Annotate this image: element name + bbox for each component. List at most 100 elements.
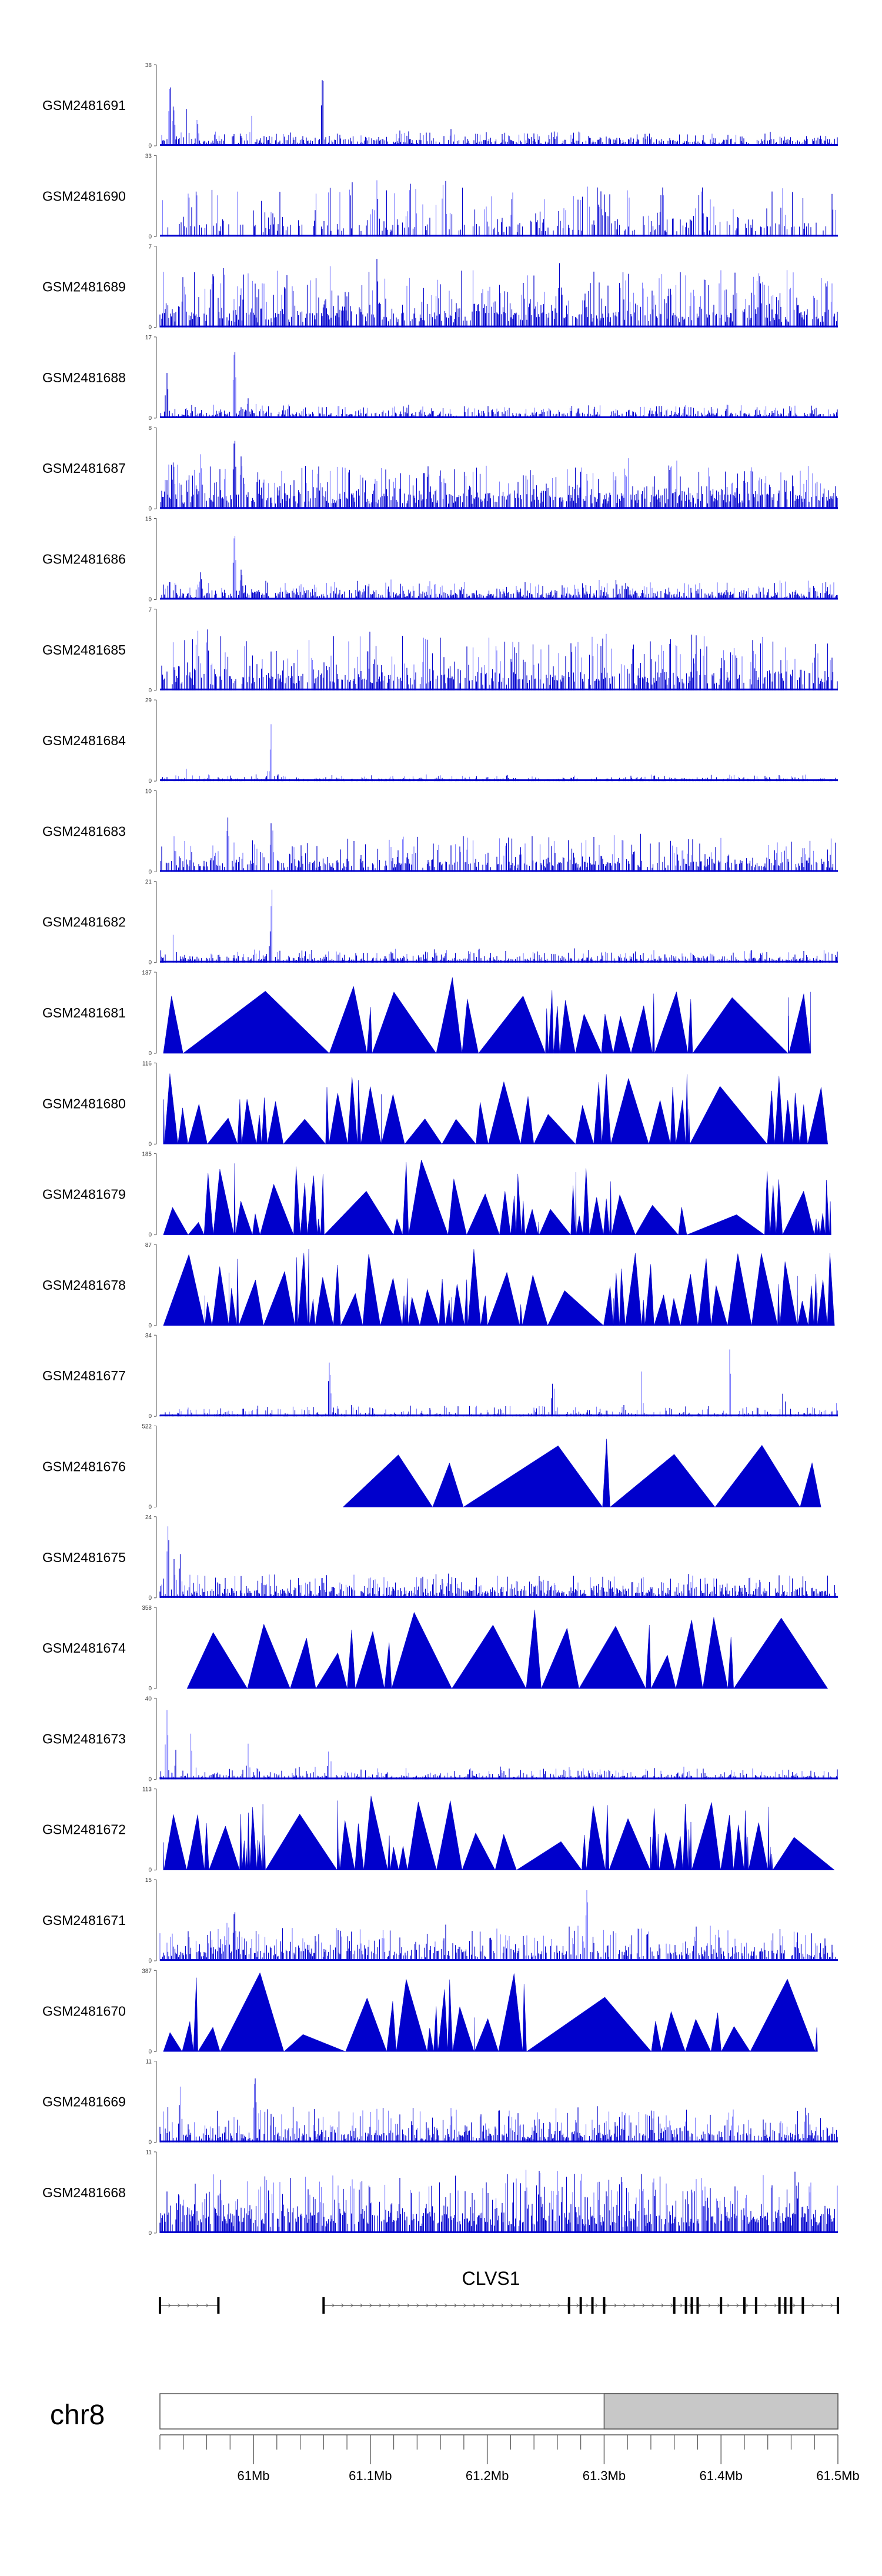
track-label: GSM2481675 bbox=[42, 1550, 126, 1565]
track-ymax-label: 358 bbox=[142, 1605, 152, 1611]
gene-strand-arrow bbox=[407, 2303, 410, 2308]
track-signal-area bbox=[163, 1159, 831, 1235]
track-ymin-label: 0 bbox=[148, 960, 152, 966]
gene-strand-arrow bbox=[196, 2303, 199, 2308]
gene-exon bbox=[690, 2297, 693, 2314]
track-baseline bbox=[160, 779, 838, 782]
track-label: GSM2481686 bbox=[42, 552, 126, 567]
gene-strand-arrow bbox=[520, 2303, 523, 2308]
gene-strand-arrow bbox=[764, 2303, 768, 2308]
gene-exon bbox=[684, 2297, 687, 2314]
gene-strand-arrow bbox=[727, 2303, 730, 2308]
track-label: GSM2481690 bbox=[42, 188, 126, 203]
gene-strand-arrow bbox=[793, 2303, 796, 2308]
track-signal-bars-light bbox=[161, 1526, 790, 1598]
track-GSM2481688: GSM2481688 17 0 bbox=[42, 335, 838, 422]
gene-strand-arrow bbox=[205, 2303, 209, 2308]
track-ymax-label: 137 bbox=[142, 970, 152, 976]
track-baseline bbox=[160, 416, 838, 418]
gene-strand-arrow bbox=[670, 2303, 674, 2308]
gene-strand-arrow bbox=[379, 2303, 382, 2308]
track-label: GSM2481688 bbox=[42, 370, 126, 385]
track-label: GSM2481679 bbox=[42, 1187, 126, 1202]
genomic-axis: 61Mb 61.1Mb 61.2Mb 61.3Mb 61.4Mb 61.5Mb bbox=[159, 2434, 860, 2483]
track-ymax-label: 38 bbox=[145, 62, 152, 69]
track-label: GSM2481672 bbox=[42, 1822, 126, 1837]
track-GSM2481689: GSM2481689 7 0 bbox=[42, 244, 838, 331]
track-signal-bars-light bbox=[169, 1349, 837, 1417]
track-ymin-label: 0 bbox=[148, 1595, 152, 1601]
track-signal-bars-light bbox=[161, 88, 737, 146]
track-GSM2481671: GSM2481671 15 0 bbox=[42, 1877, 838, 1964]
track-signal-bars bbox=[159, 2171, 836, 2233]
track-GSM2481670: GSM2481670 387 0 bbox=[42, 1968, 818, 2055]
track-GSM2481680: GSM2481680 116 0 bbox=[42, 1060, 828, 1147]
track-ymin-label: 0 bbox=[148, 2230, 152, 2237]
gene-strand-arrow bbox=[341, 2303, 345, 2308]
gene-exon bbox=[579, 2297, 582, 2314]
track-baseline bbox=[160, 960, 838, 963]
track-ymin-label: 0 bbox=[148, 1776, 152, 1783]
track-ymin-label: 0 bbox=[148, 1232, 152, 1239]
gene-strand-arrow bbox=[736, 2303, 740, 2308]
genomic-tick-label: 61Mb bbox=[238, 2468, 270, 2483]
track-signal-area bbox=[163, 977, 811, 1054]
signal-tracks: GSM2481691380GSM2481690330GSM248168970GS… bbox=[42, 62, 838, 2237]
genomic-tick-label: 61.1Mb bbox=[349, 2468, 392, 2483]
track-baseline bbox=[160, 1959, 838, 1961]
track-label: GSM2481687 bbox=[42, 461, 126, 476]
track-ymax-label: 29 bbox=[145, 698, 152, 704]
track-GSM2481681: GSM2481681 137 0 bbox=[42, 970, 811, 1057]
gene-strand-arrow bbox=[557, 2303, 561, 2308]
chromosome-label: chr8 bbox=[50, 2400, 105, 2431]
track-ymax-label: 387 bbox=[142, 1968, 152, 1974]
gene-strand-arrow bbox=[397, 2303, 401, 2308]
track-ymin-label: 0 bbox=[148, 1050, 152, 1057]
gene-exon bbox=[801, 2297, 804, 2314]
track-signal-bars bbox=[159, 1750, 838, 1780]
gene-strand-arrow bbox=[708, 2303, 711, 2308]
track-GSM2481683: GSM2481683 10 0 bbox=[42, 788, 838, 875]
track-ymax-label: 185 bbox=[142, 1152, 152, 1158]
track-signal-bars-light bbox=[172, 889, 829, 963]
gene-strand-arrow bbox=[360, 2303, 363, 2308]
track-label: GSM2481678 bbox=[42, 1277, 126, 1293]
gene-strand-arrow bbox=[595, 2303, 599, 2308]
gene-exon bbox=[754, 2297, 757, 2314]
gene-strand-arrow bbox=[454, 2303, 457, 2308]
track-baseline bbox=[160, 144, 838, 146]
gene-strand-arrow bbox=[539, 2303, 542, 2308]
gene-strand-arrow bbox=[482, 2303, 486, 2308]
gene-exon bbox=[591, 2297, 594, 2314]
gene-strand-arrow bbox=[548, 2303, 552, 2308]
gene-strand-arrow bbox=[604, 2303, 608, 2308]
track-signal-bars bbox=[159, 259, 838, 328]
gene-strand-arrow bbox=[652, 2303, 655, 2308]
track-ymax-label: 21 bbox=[145, 879, 152, 886]
track-label: GSM2481674 bbox=[42, 1640, 126, 1656]
genomic-tick-label: 61.5Mb bbox=[816, 2468, 859, 2483]
gene-strand-arrow bbox=[332, 2303, 335, 2308]
track-GSM2481672: GSM2481672 113 0 bbox=[42, 1787, 835, 1874]
track-ymin-label: 0 bbox=[148, 1686, 152, 1692]
track-signal-bars bbox=[160, 931, 838, 963]
gene-strand-arrow bbox=[642, 2303, 646, 2308]
gene-strand-arrow bbox=[746, 2303, 749, 2308]
track-ymin-label: 0 bbox=[148, 2048, 152, 2055]
track-ymax-label: 33 bbox=[145, 153, 152, 159]
track-GSM2481682: GSM2481682 21 0 bbox=[42, 879, 838, 966]
track-ymin-label: 0 bbox=[148, 2140, 152, 2146]
gene-strand-arrow bbox=[186, 2303, 190, 2308]
track-label: GSM2481681 bbox=[42, 1005, 126, 1020]
track-ymax-label: 116 bbox=[142, 1060, 152, 1067]
track-label: GSM2481670 bbox=[42, 2003, 126, 2018]
track-baseline bbox=[160, 507, 838, 509]
track-ymin-label: 0 bbox=[148, 778, 152, 785]
track-ymin-label: 0 bbox=[148, 506, 152, 512]
track-ymax-label: 11 bbox=[146, 2059, 152, 2066]
gene-strand-arrow bbox=[492, 2303, 495, 2308]
track-signal-bars-light bbox=[173, 830, 832, 872]
track-baseline bbox=[160, 1596, 838, 1598]
gene-exon bbox=[743, 2297, 746, 2314]
track-ymax-label: 11 bbox=[146, 2150, 152, 2156]
